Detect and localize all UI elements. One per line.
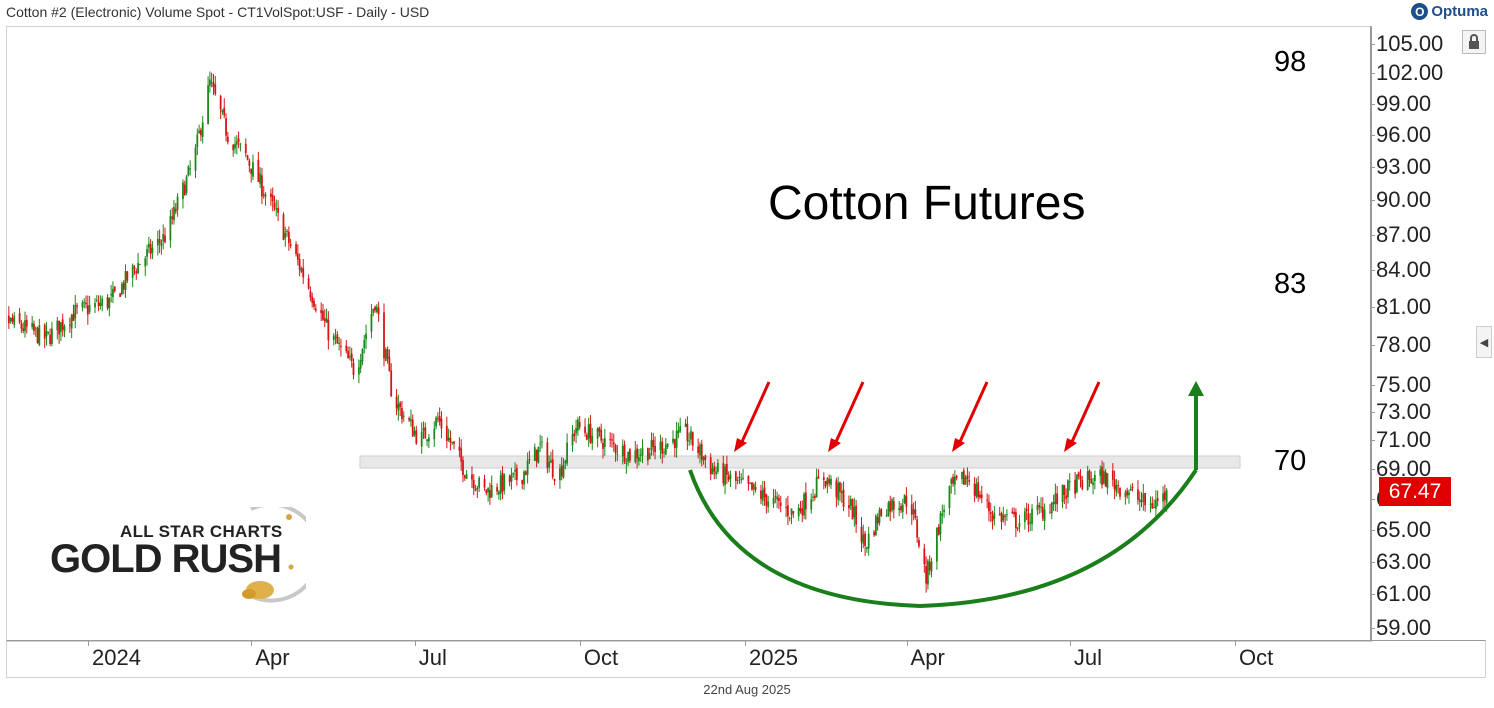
y-tick-label: 105.00 xyxy=(1376,31,1444,56)
footer-date: 22nd Aug 2025 xyxy=(703,682,791,697)
y-tick-mark xyxy=(1370,529,1375,531)
x-tick-label: Oct xyxy=(1239,645,1274,670)
y-tick-label: 61.00 xyxy=(1376,581,1432,607)
x-tick-label: 2025 xyxy=(749,645,798,670)
x-tick-mark xyxy=(906,640,908,646)
lock-icon[interactable] xyxy=(1462,30,1486,54)
y-tick-mark xyxy=(1370,134,1375,136)
y-tick-mark xyxy=(1370,561,1375,563)
x-tick-mark xyxy=(745,640,746,646)
optuma-logo: O Optuma xyxy=(1411,3,1488,20)
level-label-83: 83 xyxy=(1274,268,1307,300)
y-tick-mark xyxy=(1370,345,1375,347)
x-tick-label: 2024 xyxy=(92,645,141,670)
y-tick-mark xyxy=(1370,594,1375,596)
x-tick-label: Jul xyxy=(1073,645,1103,670)
y-tick-label: 78.00 xyxy=(1376,332,1432,358)
optuma-mark-icon: O xyxy=(1411,3,1429,20)
y-tick-label: 71.00 xyxy=(1376,427,1432,453)
x-tick-mark xyxy=(1235,640,1237,646)
gold-rush-logo: ALL STAR CHARTS GOLD RUSH xyxy=(46,507,306,607)
y-tick-mark xyxy=(1370,166,1375,168)
y-tick-mark xyxy=(1370,103,1375,105)
y-tick-label: 75.00 xyxy=(1376,371,1432,397)
y-tick-label: 93.00 xyxy=(1376,153,1432,179)
logo-line-1: ALL STAR CHARTS xyxy=(120,522,283,541)
brand-label: Optuma xyxy=(1431,3,1488,20)
y-tick-label: 102.00 xyxy=(1376,60,1444,86)
y-tick-label: 65.00 xyxy=(1376,516,1432,542)
last-price-badge: 67.47 xyxy=(1379,477,1451,506)
y-tick-label: 69.00 xyxy=(1376,456,1432,482)
x-tick-label: Jul xyxy=(418,645,447,670)
y-tick-mark xyxy=(1370,412,1375,414)
y-tick-mark xyxy=(1370,628,1375,629)
y-axis-line xyxy=(1370,26,1371,640)
x-tick-mark xyxy=(88,640,89,646)
x-tick-label: Oct xyxy=(583,645,619,670)
level-label-98: 98 xyxy=(1274,46,1307,78)
y-tick-mark xyxy=(1370,270,1375,272)
y-tick-mark xyxy=(1370,440,1375,442)
y-tick-mark xyxy=(1370,73,1375,75)
x-axis-area[interactable] xyxy=(6,640,1486,678)
chart-title: Cotton Futures xyxy=(768,177,1086,230)
x-tick-mark xyxy=(579,640,581,646)
plot-area[interactable] xyxy=(6,26,1372,642)
y-tick-label: 96.00 xyxy=(1376,121,1432,147)
x-tick-mark xyxy=(414,640,416,646)
y-tick-label: 99.00 xyxy=(1376,90,1432,116)
y-tick-label: 59.00 xyxy=(1376,615,1432,640)
y-tick-label: 84.00 xyxy=(1376,257,1432,283)
y-tick-mark xyxy=(1370,44,1375,45)
y-tick-label: 90.00 xyxy=(1376,187,1432,213)
y-tick-mark xyxy=(1370,499,1375,501)
x-tick-label: Apr xyxy=(255,645,290,670)
y-tick-label: 81.00 xyxy=(1376,293,1432,319)
y-tick-label: 73.00 xyxy=(1376,399,1432,425)
chart-header-title: Cotton #2 (Electronic) Volume Spot - CT1… xyxy=(6,4,430,20)
y-tick-mark xyxy=(1370,469,1375,471)
y-tick-mark xyxy=(1370,234,1375,236)
chevron-left-icon[interactable]: ◀ xyxy=(1476,326,1492,358)
y-tick-label: 63.00 xyxy=(1376,548,1432,574)
y-tick-mark xyxy=(1370,306,1375,308)
x-tick-label: Apr xyxy=(910,645,945,670)
x-tick-mark xyxy=(251,640,253,646)
y-tick-label: 87.00 xyxy=(1376,221,1432,247)
x-tick-mark xyxy=(1069,640,1071,646)
level-label-70: 70 xyxy=(1274,445,1307,477)
y-tick-mark xyxy=(1370,384,1375,386)
logo-line-2: GOLD RUSH xyxy=(50,537,282,581)
y-tick-mark xyxy=(1370,200,1375,202)
